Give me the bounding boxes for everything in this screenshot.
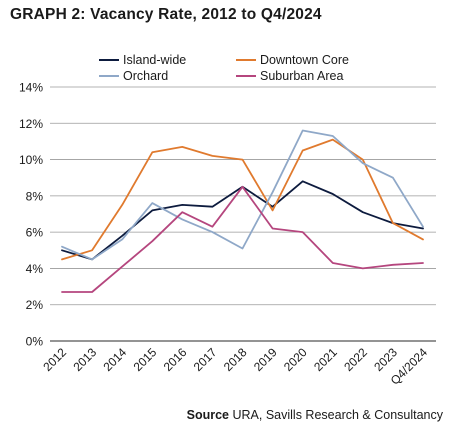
series-line-orchard — [61, 129, 424, 261]
y-tick-label: 12% — [19, 117, 43, 131]
source-note: Source URA, Savills Research & Consultan… — [187, 408, 443, 422]
legend-item-orchard: Orchard — [99, 69, 168, 83]
legend-label-orchard: Orchard — [123, 69, 169, 83]
x-tick-label: 2021 — [311, 345, 340, 374]
x-tick-label: 2013 — [70, 345, 99, 374]
legend-swatch-downtown-core — [236, 58, 256, 61]
x-tick-label: 2012 — [40, 345, 69, 374]
x-tick-label: 2019 — [251, 345, 280, 374]
legend-item-downtown-core: Downtown Core — [236, 53, 349, 67]
y-tick-label: 8% — [26, 189, 44, 203]
y-tick-label: 10% — [19, 153, 43, 167]
legend: Island-wide Downtown Core Orchard Suburb… — [0, 0, 453, 90]
y-tick-label: 4% — [26, 262, 44, 276]
series-line-suburban-area — [61, 185, 424, 293]
x-tick-label: 2022 — [341, 345, 370, 374]
x-tick-label: 2016 — [161, 345, 190, 374]
series-lines — [61, 129, 424, 293]
x-tick-label: 2018 — [221, 345, 250, 374]
legend-item-island-wide: Island-wide — [99, 53, 186, 67]
legend-label-downtown-core: Downtown Core — [260, 53, 349, 67]
legend-item-suburban-area: Suburban Area — [236, 69, 343, 83]
x-axis-tick-labels: 2012 2013 2014 2015 2016 2017 2018 2019 2020 2021… — [40, 345, 430, 388]
y-tick-label: 0% — [26, 335, 44, 349]
x-tick-label: 2014 — [101, 345, 130, 374]
legend-swatch-orchard — [99, 74, 119, 77]
legend-swatch-suburban-area — [236, 74, 256, 77]
x-tick-label: 2017 — [191, 345, 220, 374]
chart-title: GRAPH 2: Vacancy Rate, 2012 to Q4/2024 — [10, 6, 322, 23]
series-line-downtown-core — [61, 138, 424, 261]
y-tick-label: 2% — [26, 298, 44, 312]
legend-label-island-wide: Island-wide — [123, 53, 187, 67]
legend-label-suburban-area: Suburban Area — [260, 69, 344, 83]
source-text: URA, Savills Research & Consultancy — [232, 408, 444, 422]
y-tick-label: 14% — [19, 81, 43, 95]
legend-swatch-island-wide — [99, 58, 119, 61]
y-axis-tick-labels: 0% 2% 4% 6% 8% 10% 12% 14% — [19, 81, 43, 349]
y-tick-label: 6% — [26, 226, 44, 240]
x-tick-label: 2020 — [281, 345, 310, 374]
x-tick-label: 2015 — [131, 345, 160, 374]
source-label: Source — [186, 408, 230, 422]
grid-lines — [50, 86, 436, 342]
